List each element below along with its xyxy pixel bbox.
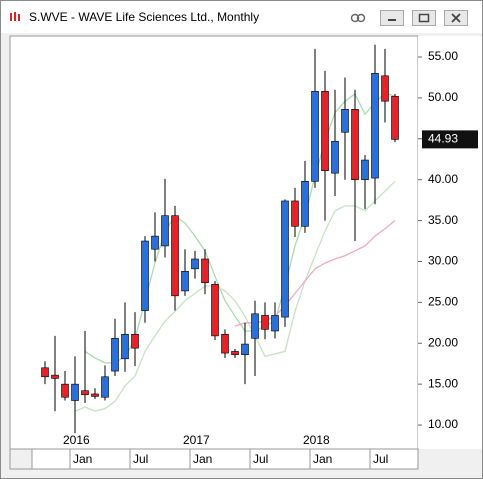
candle-body bbox=[151, 235, 159, 250]
y-tick-label: 25.00 bbox=[428, 295, 458, 309]
candle-body bbox=[201, 258, 209, 284]
maximize-button[interactable] bbox=[412, 10, 436, 26]
x-tick-label: Jul bbox=[133, 452, 148, 466]
candle-body bbox=[391, 95, 399, 140]
candle-body bbox=[141, 240, 149, 311]
axis-area bbox=[418, 36, 482, 449]
y-tick-label: 55.00 bbox=[428, 49, 458, 63]
window-title: S.WVE - WAVE Life Sciences Ltd., Monthly bbox=[29, 10, 260, 24]
y-tick-label: 20.00 bbox=[428, 335, 458, 349]
candle-body bbox=[301, 181, 309, 227]
candle-body bbox=[221, 333, 229, 354]
y-tick-label: 40.00 bbox=[428, 172, 458, 186]
candle-body bbox=[271, 315, 279, 332]
candle-body bbox=[171, 215, 179, 297]
candle-body bbox=[251, 313, 259, 339]
candle-body bbox=[41, 367, 49, 378]
candle-body bbox=[381, 75, 389, 102]
candle-body bbox=[321, 91, 329, 171]
x-tick-label: Jan bbox=[73, 452, 92, 466]
candle-body bbox=[91, 393, 99, 397]
last-price-box bbox=[422, 130, 478, 149]
candle-body bbox=[51, 374, 59, 379]
x-tick-label: Jul bbox=[253, 452, 268, 466]
y-tick-label: 35.00 bbox=[428, 213, 458, 227]
candle-body bbox=[311, 91, 319, 182]
app-icon bbox=[10, 12, 20, 21]
candle-body bbox=[131, 333, 139, 349]
candle-body bbox=[351, 109, 359, 180]
y-tick-label: 10.00 bbox=[428, 417, 458, 431]
chart: 10.0015.0020.0025.0030.0035.0040.0045.00… bbox=[9, 35, 482, 470]
y-tick-label: 15.00 bbox=[428, 376, 458, 390]
plot-area bbox=[9, 35, 419, 450]
y-tick-label: 50.00 bbox=[428, 90, 458, 104]
candle-body bbox=[61, 383, 69, 398]
candle-body bbox=[291, 200, 299, 227]
x-tick-label: Jan bbox=[193, 452, 212, 466]
y-tick-label: 30.00 bbox=[428, 254, 458, 268]
title-bar: S.WVE - WAVE Life Sciences Ltd., Monthly bbox=[1, 1, 482, 33]
candle-body bbox=[181, 270, 189, 292]
x-tick-label: Jan bbox=[313, 452, 332, 466]
candle-body bbox=[341, 109, 349, 133]
candle-body bbox=[121, 333, 129, 360]
candle-body bbox=[191, 258, 199, 270]
candle-body bbox=[361, 159, 369, 180]
year-label: 2018 bbox=[303, 433, 330, 447]
last-price-label: 44.93 bbox=[428, 132, 458, 146]
candle-body bbox=[371, 73, 379, 179]
candle-body bbox=[231, 351, 239, 356]
x-tick-label: Jul bbox=[373, 452, 388, 466]
year-label: 2017 bbox=[183, 433, 210, 447]
candle-body bbox=[71, 383, 79, 401]
candle-body bbox=[81, 390, 89, 396]
link-button[interactable] bbox=[346, 10, 370, 26]
candle-body bbox=[211, 284, 219, 337]
close-button[interactable] bbox=[444, 10, 468, 26]
corner-box bbox=[9, 448, 33, 470]
date-axis bbox=[9, 448, 419, 470]
year-label: 2016 bbox=[63, 433, 90, 447]
moving-average bbox=[74, 180, 396, 412]
moving-average bbox=[84, 92, 396, 364]
candle-body bbox=[331, 140, 339, 174]
candle-body bbox=[261, 315, 269, 330]
candle-body bbox=[241, 343, 249, 356]
candle-body bbox=[161, 215, 169, 247]
candle-body bbox=[281, 200, 289, 318]
minimize-button[interactable] bbox=[380, 10, 404, 26]
candle-body bbox=[111, 338, 119, 372]
candle-body bbox=[101, 376, 109, 398]
